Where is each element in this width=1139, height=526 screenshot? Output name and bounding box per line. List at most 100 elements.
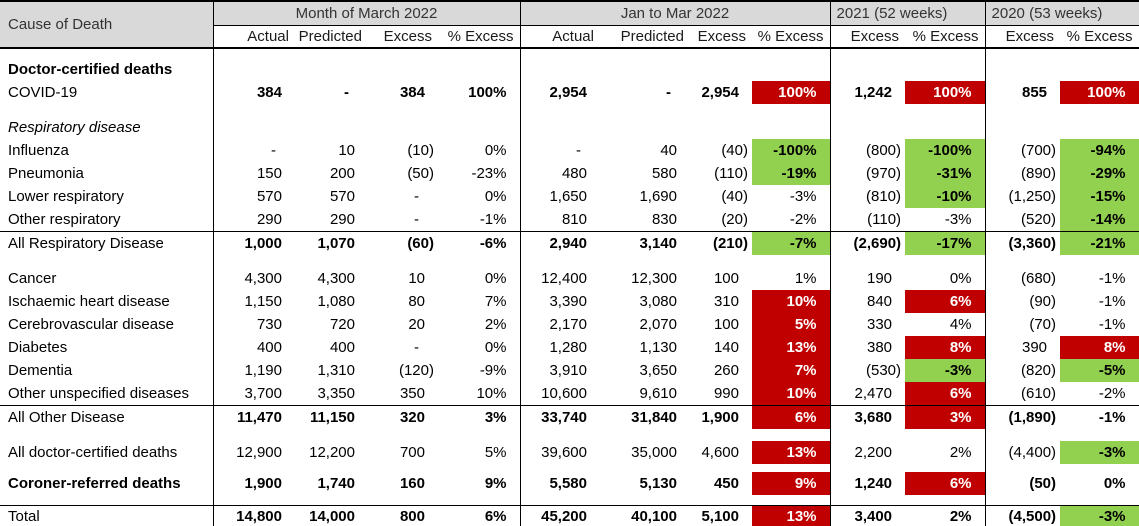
table-cell: -6% — [438, 230, 520, 255]
table-cell — [600, 429, 690, 441]
table-cell: 0% — [484, 339, 507, 356]
table-cell — [600, 255, 690, 267]
table-cell: 39,600 — [519, 441, 600, 464]
table-cell — [600, 495, 690, 505]
table-cell: 3,350 — [317, 384, 355, 402]
table-cell: 5,100 — [690, 504, 752, 526]
table-cell: (110) — [714, 165, 748, 182]
table-cell — [295, 495, 368, 505]
table-cell: (1,250) — [984, 185, 1061, 208]
table-cell — [690, 104, 752, 116]
table-row: Cerebrovascular disease 730 720 20 2% 2,170 2,… — [0, 313, 1139, 336]
table-cell — [368, 48, 438, 58]
row-label: Dementia — [8, 362, 73, 379]
table-cell — [984, 495, 1061, 505]
column-header-2021-pct-excess: % Excess — [912, 28, 979, 45]
table-cell — [212, 495, 295, 505]
row-label: Respiratory disease — [8, 119, 141, 136]
table-cell: 2,940 — [519, 230, 600, 255]
row-label: Diabetes — [8, 339, 68, 356]
table-cell: (210) — [690, 230, 752, 255]
row-label: Doctor-certified deaths — [8, 61, 173, 78]
table-cell — [519, 58, 600, 81]
table-row: Other unspecified diseases 3,700 3,350 350 1… — [0, 382, 1139, 405]
table-cell: 6% — [905, 290, 986, 313]
table-cell: -1% — [1060, 404, 1139, 429]
table-cell: 10 — [408, 270, 425, 287]
table-cell — [519, 464, 600, 472]
table-row: Pneumonia 150 200 (50) -23% 480 580 (110) -19% (9… — [0, 162, 1139, 185]
table-cell — [600, 116, 690, 139]
table-cell: 2% — [949, 444, 972, 461]
table-cell — [984, 464, 1061, 472]
table-cell: 14,800 — [212, 504, 295, 526]
table-cell: -31% — [905, 162, 986, 185]
table-cell: 200 — [329, 165, 355, 182]
table-cell: 2% — [484, 316, 507, 333]
table-cell: 10 — [338, 142, 355, 159]
table-cell: 2,954 — [519, 81, 600, 104]
table-cell — [752, 58, 830, 81]
table-cell — [752, 48, 830, 58]
table-cell: 13% — [752, 441, 831, 464]
column-group-2020: 2020 (53 weeks) — [984, 1, 1139, 26]
table-cell: 290 — [212, 208, 295, 231]
table-cell: (700) — [984, 139, 1061, 162]
table-cell: (110) — [829, 208, 906, 231]
table-cell: 14,000 — [295, 504, 368, 526]
row-label — [0, 495, 213, 505]
table-cell — [829, 104, 906, 116]
table-cell: -3% — [789, 188, 817, 205]
row-label: Pneumonia — [8, 165, 84, 182]
row-label — [0, 104, 213, 116]
table-cell: 12,300 — [631, 270, 677, 287]
table-cell — [212, 255, 295, 267]
table-cell — [829, 429, 906, 441]
table-cell — [438, 116, 520, 139]
table-cell: -17% — [905, 230, 986, 255]
table-cell — [690, 464, 752, 472]
table-cell — [752, 116, 830, 139]
table-cell — [438, 48, 520, 58]
table-row: Influenza -10 (10) 0% -40 (40) -100% (800) -100%… — [0, 139, 1139, 162]
table-cell: (610) — [984, 382, 1061, 405]
table-cell: (520) — [984, 208, 1061, 231]
table-cell: 580 — [651, 165, 677, 182]
table-cell: 7% — [752, 359, 831, 382]
table-cell: 9,610 — [639, 384, 677, 402]
table-cell — [690, 495, 752, 505]
table-cell — [438, 104, 520, 116]
table-cell: 1,190 — [212, 359, 295, 382]
table-cell: 10% — [476, 384, 507, 402]
table-cell: 310 — [713, 293, 739, 310]
table-header: Cause of Death Month of March 2022 Jan t… — [0, 1, 1139, 49]
table-cell: (3,360) — [984, 230, 1061, 255]
table-cell: - — [212, 139, 295, 162]
table-cell: 1,070 — [295, 230, 368, 255]
row-label: All Respiratory Disease — [0, 230, 213, 255]
row-label: Cerebrovascular disease — [8, 316, 174, 333]
table-cell: -7% — [752, 230, 831, 255]
table-cell — [368, 58, 438, 81]
table-cell — [984, 48, 1061, 58]
column-header-march-actual: Actual — [212, 25, 295, 48]
table-cell: - — [414, 210, 419, 228]
table-cell: 33,740 — [519, 404, 600, 429]
table-cell — [368, 495, 438, 505]
table-cell — [519, 48, 600, 58]
table-cell: 480 — [519, 162, 600, 185]
row-label: Lower respiratory — [8, 188, 124, 205]
table-cell: 100 — [713, 316, 739, 333]
table-cell: 6% — [905, 472, 986, 495]
table-cell: -5% — [1060, 359, 1139, 382]
table-cell: 0% — [484, 270, 507, 287]
table-cell: -10% — [905, 185, 986, 208]
table-cell: 0% — [484, 142, 507, 159]
row-label: Total — [0, 504, 213, 526]
table-cell: 11,470 — [212, 404, 295, 429]
table-cell: (90) — [984, 290, 1061, 313]
table-cell: 11,150 — [295, 404, 368, 429]
table-cell: 1,650 — [519, 185, 600, 208]
table-cell: 7% — [484, 293, 507, 310]
row-label: Other respiratory — [8, 210, 121, 228]
